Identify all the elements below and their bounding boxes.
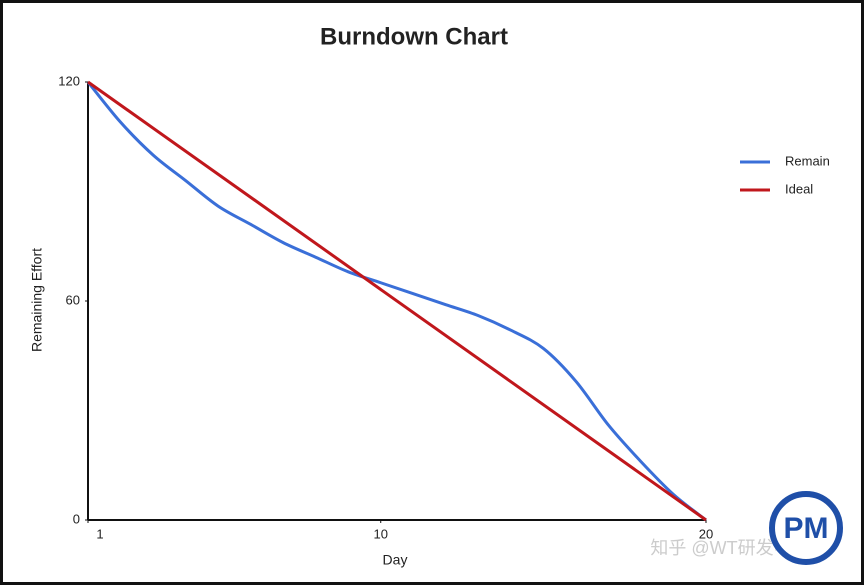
y-axis-label: Remaining Effort — [29, 248, 45, 352]
x-tick-label: 10 — [374, 526, 388, 541]
chart-title: Burndown Chart — [320, 23, 508, 50]
series-line — [87, 80, 707, 522]
x-axis-label: Day — [383, 552, 408, 568]
y-tick-label: 60 — [66, 292, 80, 307]
y-tick-label: 120 — [58, 73, 80, 88]
legend-label: Remain — [785, 153, 830, 168]
logo-circle — [769, 491, 843, 565]
x-tick-label: 20 — [699, 526, 713, 541]
series-line — [86, 81, 707, 522]
legend-label: Ideal — [785, 181, 813, 196]
x-tick-label: 1 — [96, 526, 103, 541]
logo: PM — [784, 512, 829, 545]
watermark: 知乎 @WT研发中心 — [650, 538, 809, 558]
y-tick-label: 0 — [73, 511, 80, 526]
